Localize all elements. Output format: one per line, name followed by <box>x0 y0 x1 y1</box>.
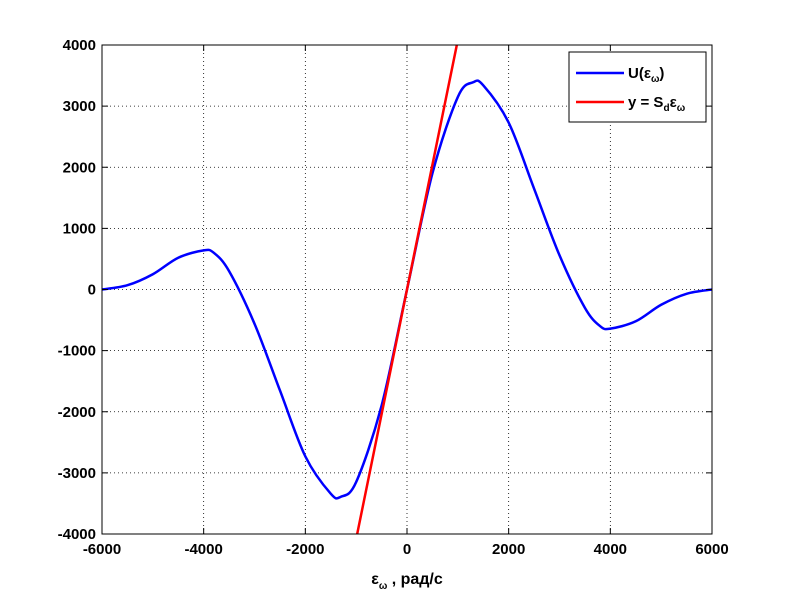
x-tick-label: 4000 <box>594 541 627 558</box>
y-tick-label: -4000 <box>58 526 96 543</box>
axis-ticks <box>101 44 713 535</box>
x-tick-label: 6000 <box>695 541 728 558</box>
x-axis-label-main: ε <box>371 571 379 588</box>
y-tick-label: 4000 <box>63 37 96 54</box>
legend-label-u: U(εω) <box>628 65 664 85</box>
y-tick-label: -3000 <box>58 465 96 482</box>
legend-u-sub: ω <box>651 74 660 85</box>
x-tick-label: -4000 <box>184 541 222 558</box>
x-tick-label: -6000 <box>83 541 121 558</box>
y-tick-label: -1000 <box>58 343 96 360</box>
x-tick-label: -2000 <box>286 541 324 558</box>
legend-u-tail: ) <box>659 65 664 82</box>
y-tick-labels: 4000 3000 2000 1000 0 -1000 -2000 -3000 -4000 <box>58 37 96 543</box>
y-tick-label: 3000 <box>63 98 96 115</box>
legend-y-main: y = S <box>628 94 663 111</box>
series-tangent-line <box>355 45 459 534</box>
x-axis-label: εω , рад/с <box>371 571 443 592</box>
legend-u-main: U(ε <box>628 65 651 82</box>
y-tick-label: 0 <box>88 282 96 299</box>
legend-y-mid: ε <box>670 94 677 111</box>
legend-y-sub2: ω <box>677 103 686 114</box>
legend: U(εω) y = Sdεω <box>568 51 707 123</box>
x-axis-label-sub: ω <box>379 581 388 592</box>
legend-box <box>568 51 707 123</box>
y-tick-label: 2000 <box>63 159 96 176</box>
legend-label-y: y = Sdεω <box>628 94 686 114</box>
x-tick-label: 0 <box>403 541 411 558</box>
x-tick-labels: -6000 -4000 -2000 0 2000 4000 6000 <box>83 541 729 558</box>
x-axis-label-rest: , рад/с <box>387 571 443 588</box>
legend-y-sub1: d <box>663 103 669 114</box>
series-layer <box>102 45 712 534</box>
x-tick-label: 2000 <box>492 541 525 558</box>
y-tick-label: -2000 <box>58 404 96 421</box>
y-tick-label: 1000 <box>63 220 96 237</box>
